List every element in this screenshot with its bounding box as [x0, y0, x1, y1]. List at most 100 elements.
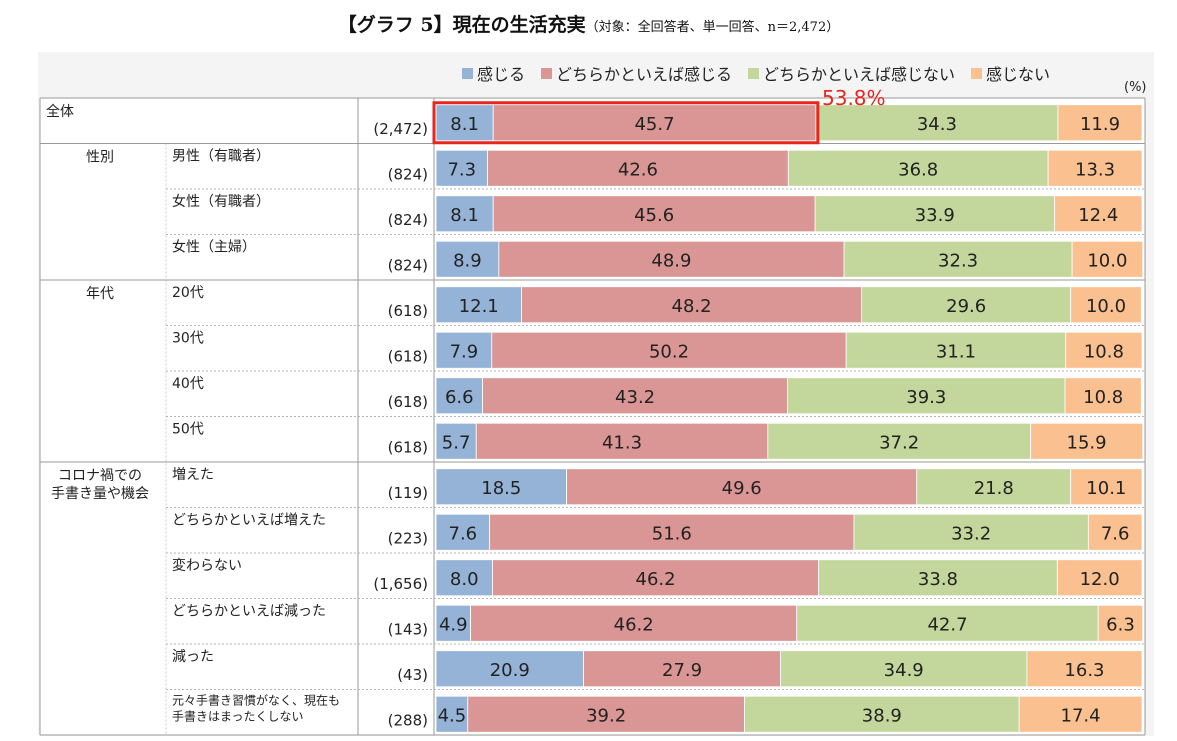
row-n-2: (824): [388, 211, 428, 229]
highlight-total-label: 53.8%: [822, 86, 886, 110]
bar-value-label-0-2: 34.3: [917, 114, 957, 135]
row-n-3: (824): [388, 256, 428, 274]
bar-value-label-3-2: 32.3: [938, 250, 978, 271]
bar-value-label-7-0: 5.7: [442, 432, 471, 453]
bar-segment-11-3: [1097, 604, 1144, 642]
bar-segment-0-0: [435, 104, 494, 142]
bar-value-label-7-1: 41.3: [602, 432, 642, 453]
bar-segment-10-1: [492, 559, 820, 597]
bar-segment-5-2: [845, 331, 1067, 369]
bar-value-label-7-3: 15.9: [1067, 432, 1107, 453]
row-label-1: 男性（有職者）: [172, 149, 270, 165]
row-n-9: (223): [388, 529, 428, 547]
row-n-6: (618): [388, 393, 428, 411]
legend-swatch-1: [541, 67, 553, 79]
bar-value-label-6-3: 10.8: [1083, 387, 1123, 408]
legend-item-3: 感じない: [971, 61, 1050, 85]
legend-label-3: 感じない: [986, 65, 1051, 84]
chart-subtitle: （対象：全回答者、単一回答、n＝2,472）: [585, 20, 840, 35]
bar-segment-12-0: [435, 650, 584, 688]
bar-segment-1-3: [1047, 149, 1143, 187]
bar-value-label-5-2: 31.1: [936, 341, 976, 362]
row-label-11: どちらかといえば減った: [172, 603, 326, 620]
row-label-5: 30代: [172, 331, 204, 347]
bar-value-label-10-2: 33.8: [918, 569, 958, 590]
bar-segment-9-3: [1087, 513, 1143, 551]
bar-segment-10-3: [1056, 559, 1143, 597]
bar-segment-11-0: [435, 604, 471, 642]
row-label-2: 女性（有職者）: [172, 193, 270, 210]
bar-value-label-7-2: 37.2: [879, 432, 919, 453]
row-label-13: 元々手書き習慣がなく、現在も手書きはまったくしない: [172, 693, 340, 724]
bar-segment-9-2: [853, 513, 1089, 551]
row-n-0: (2,472): [373, 120, 428, 138]
bar-segment-1-0: [435, 149, 488, 187]
bar-value-label-9-2: 33.2: [951, 523, 991, 544]
bar-value-label-12-2: 34.9: [884, 660, 924, 681]
bar-value-label-12-3: 16.3: [1064, 660, 1104, 681]
bar-segment-3-3: [1071, 240, 1144, 278]
bar-segment-0-2: [815, 104, 1059, 142]
bar-value-label-8-2: 21.8: [974, 478, 1014, 499]
row-label-9: どちらかといえば増えた: [172, 513, 326, 529]
legend-item-0: 感じる: [462, 61, 525, 85]
bar-value-label-1-3: 13.3: [1075, 159, 1115, 180]
bar-value-label-0-3: 11.9: [1080, 114, 1120, 135]
bar-value-label-2-0: 8.1: [450, 205, 479, 226]
bar-segment-11-2: [796, 604, 1099, 642]
row-group-label-4: 年代: [86, 286, 114, 302]
bar-value-label-6-1: 43.2: [615, 387, 655, 408]
bar-segment-13-3: [1018, 695, 1143, 733]
row-n-12: (43): [397, 666, 428, 684]
bar-value-label-3-1: 48.9: [651, 250, 691, 271]
highlight-box: [432, 101, 820, 145]
bar-value-label-5-1: 50.2: [649, 341, 689, 362]
bar-value-label-11-3: 6.3: [1106, 614, 1135, 635]
row-n-10: (1,656): [373, 575, 428, 593]
bar-segment-12-2: [780, 650, 1028, 688]
bar-segment-12-1: [583, 650, 781, 688]
bar-value-label-3-0: 8.9: [453, 250, 482, 271]
bar-segment-2-2: [814, 195, 1055, 233]
bar-value-label-8-3: 10.1: [1086, 478, 1126, 499]
row-label-4: 20代: [172, 285, 204, 301]
bar-segment-0-1: [492, 104, 817, 142]
bar-segment-11-1: [470, 604, 798, 642]
legend-label-2: どちらかといえば感じない: [763, 65, 956, 84]
bar-value-label-2-2: 33.9: [915, 205, 955, 226]
bar-value-label-12-1: 27.9: [662, 660, 702, 681]
row-label-3: 女性（主婦）: [172, 239, 256, 256]
bar-segment-4-2: [861, 286, 1072, 324]
bar-segment-13-2: [744, 695, 1020, 733]
bar-value-label-0-1: 45.7: [634, 114, 674, 135]
row-label-12: 減った: [172, 648, 214, 665]
bar-value-label-1-2: 36.8: [898, 159, 938, 180]
row-group-label-0: 全体: [46, 103, 74, 120]
row-label-8: 増えた: [172, 467, 214, 483]
bar-segment-3-2: [843, 240, 1073, 278]
bar-segment-8-0: [435, 468, 568, 506]
legend-swatch-2: [748, 67, 760, 79]
bar-segment-7-3: [1030, 422, 1144, 460]
bar-value-label-10-0: 8.0: [450, 569, 479, 590]
row-label-6: 40代: [172, 376, 204, 392]
bar-segment-1-1: [487, 149, 789, 187]
bar-value-label-6-0: 6.6: [445, 387, 474, 408]
bar-segment-5-0: [435, 331, 493, 369]
bar-segment-12-3: [1026, 650, 1143, 688]
bar-value-label-8-1: 49.6: [722, 478, 762, 499]
row-n-13: (288): [388, 711, 428, 729]
bar-value-label-4-1: 48.2: [672, 296, 712, 317]
bar-segment-5-1: [491, 331, 847, 369]
bar-segment-3-1: [498, 240, 845, 278]
bar-value-label-10-1: 46.2: [636, 569, 676, 590]
chart-legend: 感じる どちらかといえば感じる どちらかといえば感じない 感じない: [462, 62, 1066, 84]
bar-segment-1-2: [787, 149, 1049, 187]
bar-segment-2-3: [1054, 195, 1143, 233]
bar-value-label-5-0: 7.9: [450, 341, 479, 362]
bar-value-label-13-0: 4.5: [438, 705, 467, 726]
bar-segment-2-1: [492, 195, 816, 233]
row-label-7: 50代: [172, 422, 204, 438]
bar-segment-4-3: [1070, 286, 1142, 324]
